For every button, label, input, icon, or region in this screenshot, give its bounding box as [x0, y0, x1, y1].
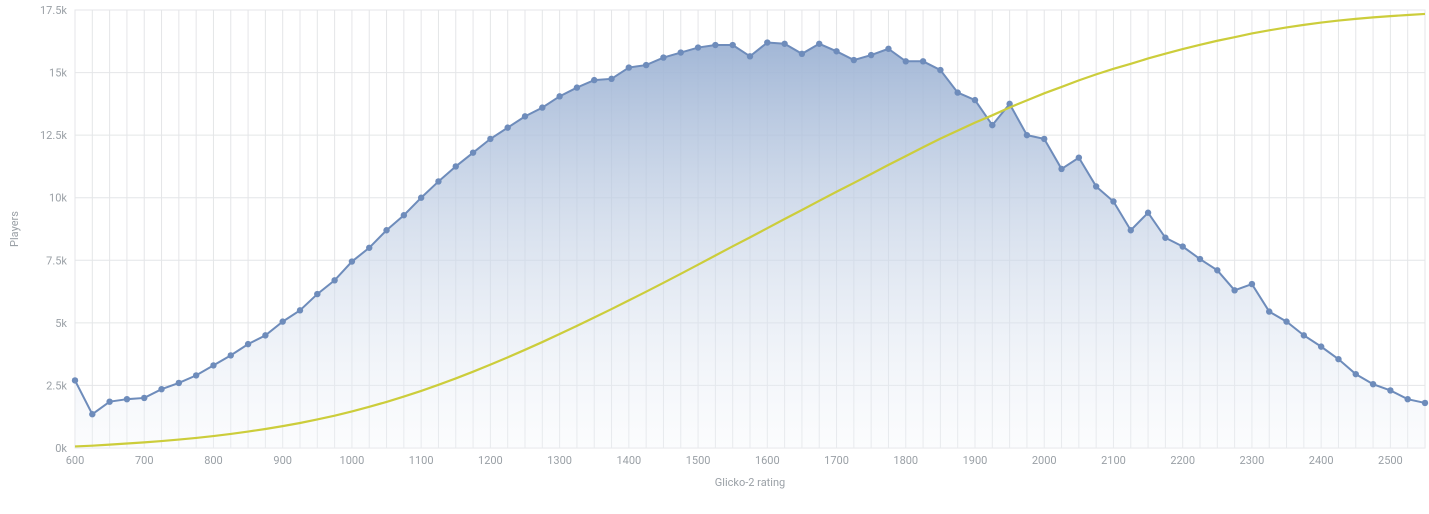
svg-text:15k: 15k	[49, 67, 67, 80]
svg-text:10k: 10k	[49, 192, 67, 205]
x-axis-ticks: 600 700 800 900 1000 1100 1200 1300 1400 1500 1600…	[66, 454, 1403, 467]
svg-text:1900: 1900	[963, 454, 988, 467]
svg-text:2300: 2300	[1240, 454, 1265, 467]
svg-text:1800: 1800	[893, 454, 918, 467]
svg-text:1500: 1500	[686, 454, 711, 467]
svg-text:2400: 2400	[1309, 454, 1334, 467]
players-area	[75, 43, 1425, 448]
svg-text:2500: 2500	[1378, 454, 1403, 467]
svg-text:2200: 2200	[1170, 454, 1195, 467]
rating-distribution-chart: 600 700 800 900 1000 1100 1200 1300 1400 1500 1600…	[0, 0, 1429, 514]
svg-text:1100: 1100	[409, 454, 434, 467]
svg-text:900: 900	[273, 454, 292, 467]
svg-text:700: 700	[135, 454, 154, 467]
svg-text:2000: 2000	[1032, 454, 1057, 467]
svg-text:1200: 1200	[478, 454, 503, 467]
svg-text:0k: 0k	[55, 442, 67, 455]
svg-text:1700: 1700	[824, 454, 849, 467]
svg-text:800: 800	[204, 454, 223, 467]
svg-text:17.5k: 17.5k	[40, 4, 67, 17]
x-axis-label: Glicko-2 rating	[715, 476, 785, 489]
svg-text:1600: 1600	[755, 454, 780, 467]
svg-text:1400: 1400	[616, 454, 641, 467]
y-axis-ticks: 0k 2.5k 5k 7.5k 10k 12.5k 15k 17.5k	[40, 4, 67, 455]
y-axis-label: Players	[8, 211, 21, 247]
svg-text:7.5k: 7.5k	[46, 254, 67, 267]
svg-text:1000: 1000	[340, 454, 365, 467]
svg-text:12.5k: 12.5k	[40, 129, 67, 142]
svg-text:5k: 5k	[55, 317, 67, 330]
svg-text:2.5k: 2.5k	[46, 379, 67, 392]
svg-text:1300: 1300	[547, 454, 572, 467]
chart-svg: 600 700 800 900 1000 1100 1200 1300 1400 1500 1600…	[0, 0, 1429, 514]
svg-text:2100: 2100	[1101, 454, 1126, 467]
svg-text:600: 600	[66, 454, 85, 467]
